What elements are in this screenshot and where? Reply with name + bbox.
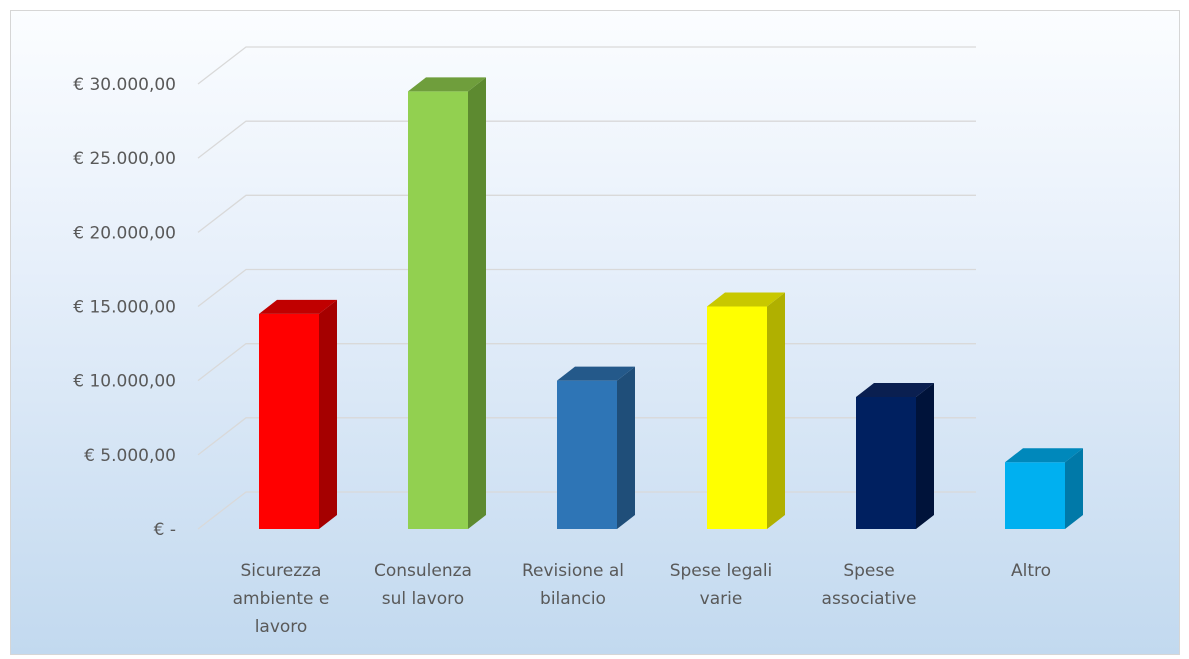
gridline [197, 194, 976, 233]
bar-side [767, 292, 785, 529]
bar-top [707, 292, 785, 307]
bar-top [1005, 448, 1083, 463]
x-category-label: Sicurezza ambiente e lavoro [233, 561, 330, 637]
y-tick-label: € 30.000,00 [73, 75, 176, 95]
bar-front [1005, 462, 1065, 529]
bar-chart: € - € 5.000,00 € 10.000,00 € 15.000,00 € 20.… [73, 46, 1083, 637]
bar-top [557, 366, 635, 381]
bar [259, 299, 337, 529]
y-tick-label: € - [154, 520, 176, 540]
x-category-label: Spese associative [822, 561, 917, 609]
bar [557, 366, 635, 529]
bar-side [319, 299, 337, 529]
y-tick-label: € 25.000,00 [73, 149, 176, 169]
bar-front [557, 380, 617, 529]
x-category-label: Revisione al bilancio [522, 561, 624, 609]
y-tick-label: € 5.000,00 [84, 446, 176, 466]
bar-top [259, 299, 337, 314]
y-tick-label: € 10.000,00 [73, 372, 176, 392]
bar-front [259, 313, 319, 529]
bar [408, 77, 486, 530]
bar-front [408, 91, 468, 530]
bar-front [856, 396, 916, 529]
y-tick-label: € 15.000,00 [73, 298, 176, 318]
x-category-label: Altro [1011, 561, 1051, 581]
bar-side [468, 77, 486, 530]
x-category-label: Spese legali varie [670, 561, 773, 609]
bar-side [1065, 448, 1083, 529]
bar-side [916, 382, 934, 529]
gridline [197, 120, 976, 159]
bar [1005, 448, 1083, 529]
bar-front [707, 306, 767, 529]
chart-frame: € - € 5.000,00 € 10.000,00 € 15.000,00 € 20.… [10, 10, 1180, 655]
bar [707, 292, 785, 529]
gridline [197, 268, 976, 308]
bar-top [408, 77, 486, 92]
x-category-label: Consulenza sul lavoro [374, 561, 472, 609]
bar-top [856, 382, 934, 397]
bar-side [617, 366, 635, 529]
gridline [197, 46, 976, 85]
y-tick-label: € 20.000,00 [73, 223, 176, 243]
bar [856, 382, 934, 529]
